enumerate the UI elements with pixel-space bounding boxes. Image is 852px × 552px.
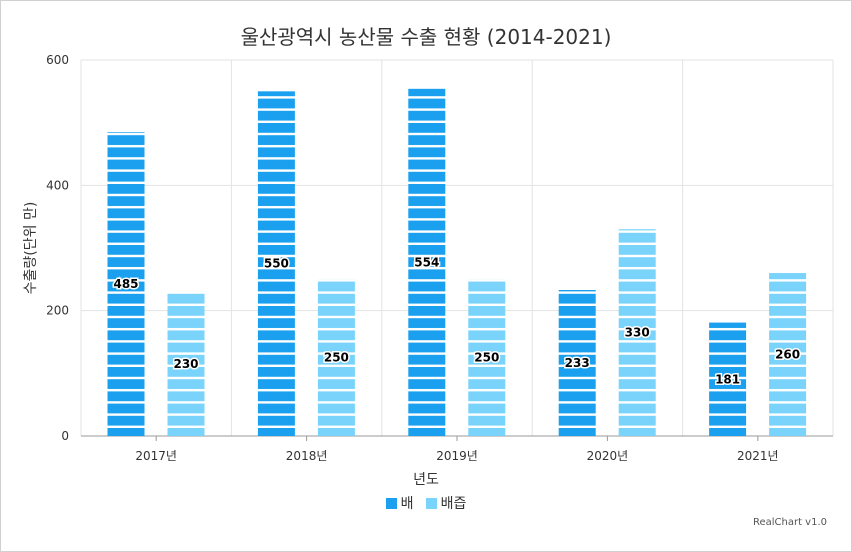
legend-label-pear-juice: 배즙 <box>440 496 467 512</box>
data-label: 181 <box>715 372 740 386</box>
legend-item-pear[interactable]: 배 <box>385 493 414 513</box>
x-tick-label: 2019년 <box>436 449 478 463</box>
bar-pear-juice <box>317 279 355 436</box>
bar-pear <box>408 88 446 437</box>
legend-swatch-pear <box>385 497 397 509</box>
legend-swatch-pear-juice <box>425 497 437 509</box>
y-tick-label: 400 <box>46 178 69 192</box>
bar-pear <box>107 132 145 437</box>
legend: 배 배즙 <box>1 493 851 513</box>
data-label: 250 <box>474 351 499 365</box>
x-tick-label: 2021년 <box>737 449 779 463</box>
chart-credit: RealChart v1.0 <box>752 517 827 528</box>
bar-pear-juice <box>618 229 656 436</box>
legend-item-pear-juice[interactable]: 배즙 <box>425 493 467 513</box>
data-label: 485 <box>113 277 138 291</box>
data-label: 260 <box>775 348 800 362</box>
data-label: 250 <box>324 351 349 365</box>
x-axis-title: 년도 <box>413 472 439 488</box>
bar-pear-juice <box>468 279 506 436</box>
x-tick-label: 2018년 <box>286 449 328 463</box>
x-tick-label: 2017년 <box>135 449 177 463</box>
chart-title: 울산광역시 농산물 수출 현황 (2014-2021) <box>240 25 612 49</box>
legend-label-pear: 배 <box>400 496 414 512</box>
bar-pear <box>709 322 747 436</box>
data-label: 230 <box>173 357 198 371</box>
bar-pear <box>558 289 596 436</box>
bar-pear <box>257 91 295 436</box>
y-tick-label: 600 <box>46 53 69 67</box>
y-tick-label: 0 <box>61 429 69 443</box>
data-label: 554 <box>414 255 439 269</box>
data-label: 330 <box>625 326 650 340</box>
bar-pear-juice <box>769 273 807 436</box>
data-label: 550 <box>264 257 289 271</box>
y-tick-label: 200 <box>46 304 69 318</box>
data-label: 233 <box>565 356 590 370</box>
bar-pear-juice <box>167 291 205 436</box>
x-tick-label: 2020년 <box>587 449 629 463</box>
